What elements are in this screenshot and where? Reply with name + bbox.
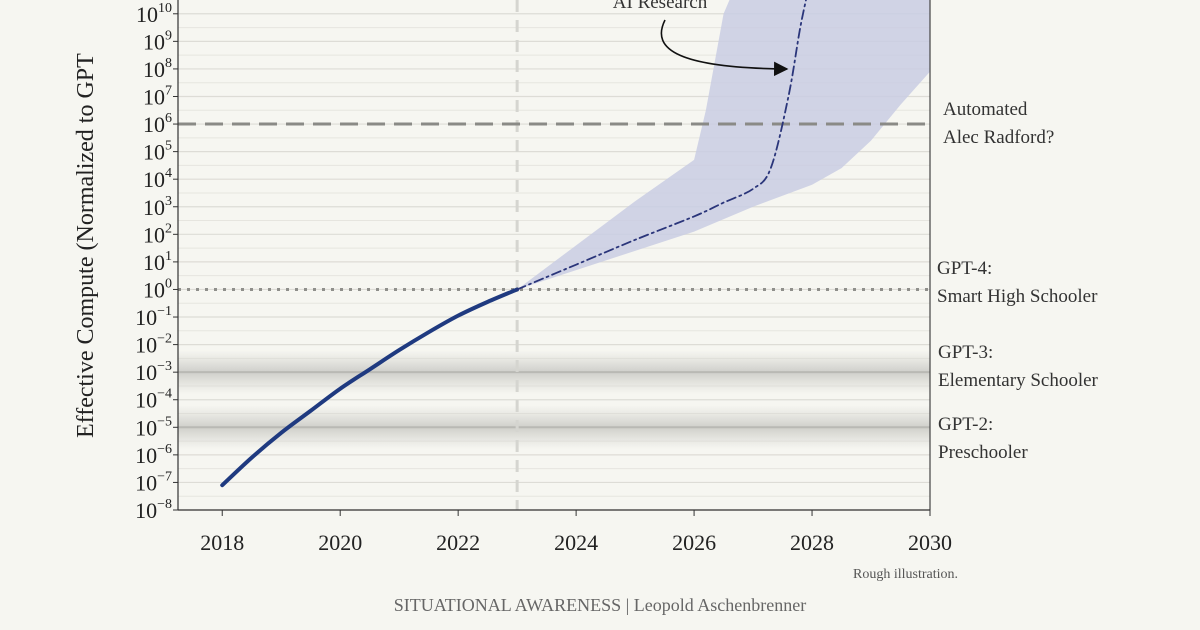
labels: Effective Compute (Normalized to GPT Auto… <box>73 0 1099 615</box>
label-gpt3-line-1: Elementary Schooler <box>938 370 1099 391</box>
x-tick-label-2030: 2030 <box>908 530 952 555</box>
y-tick-label-8: 108 <box>143 56 172 82</box>
label-automated-alec-radford-line-1: Alec Radford? <box>943 127 1054 148</box>
label-gpt3-line-0: GPT-3: <box>938 342 993 363</box>
x-tick-label-2018: 2018 <box>200 530 244 555</box>
ai-research-arrow <box>660 19 789 77</box>
x-tick-label-2020: 2020 <box>318 530 362 555</box>
y-tick-label-2: 102 <box>143 221 172 247</box>
y-tick-label--3: 10−3 <box>135 359 172 385</box>
plot-area <box>178 0 930 510</box>
credit-line: SITUATIONAL AWARENESS | Leopold Aschenbr… <box>394 595 806 615</box>
axes: 10−810−710−610−510−410−310−210−110010110… <box>135 0 952 555</box>
uncertainty-band <box>517 0 930 290</box>
x-tick-label-2026: 2026 <box>672 530 716 555</box>
y-tick-label-10: 1010 <box>136 1 172 27</box>
y-tick-label--1: 10−1 <box>135 304 172 330</box>
series-line-0 <box>220 287 520 488</box>
y-tick-label-7: 107 <box>143 83 172 109</box>
series-line-1 <box>516 0 807 291</box>
y-tick-label--4: 10−4 <box>135 387 172 413</box>
label-gpt4-line-1: Smart High Schooler <box>937 286 1098 307</box>
label-gpt4-line-0: GPT-4: <box>937 258 992 279</box>
y-tick-label--7: 10−7 <box>135 469 172 495</box>
y-axis-title: Effective Compute (Normalized to GPT <box>73 53 99 438</box>
label-gpt2-line-1: Preschooler <box>938 442 1028 463</box>
y-tick-label-4: 104 <box>143 166 172 192</box>
y-tick-label-5: 105 <box>143 139 172 165</box>
y-tick-label--6: 10−6 <box>135 442 172 468</box>
y-tick-label--5: 10−5 <box>135 414 172 440</box>
y-tick-label-3: 103 <box>143 194 172 220</box>
y-tick-label-0: 100 <box>143 276 172 302</box>
y-tick-label--2: 10−2 <box>135 332 172 358</box>
x-tick-label-2022: 2022 <box>436 530 480 555</box>
y-tick-label-1: 101 <box>143 249 172 275</box>
ai-research-label: AI Research <box>613 0 708 13</box>
shaded-levels <box>178 350 930 450</box>
label-gpt2-line-0: GPT-2: <box>938 414 993 435</box>
label-automated-alec-radford-line-0: Automated <box>943 99 1028 120</box>
rough-illustration-note: Rough illustration. <box>853 567 958 582</box>
y-tick-label-6: 106 <box>143 111 172 137</box>
y-tick-label-9: 109 <box>143 28 172 54</box>
y-tick-label--8: 10−8 <box>135 497 172 523</box>
x-tick-label-2024: 2024 <box>554 530 598 555</box>
x-tick-label-2028: 2028 <box>790 530 834 555</box>
